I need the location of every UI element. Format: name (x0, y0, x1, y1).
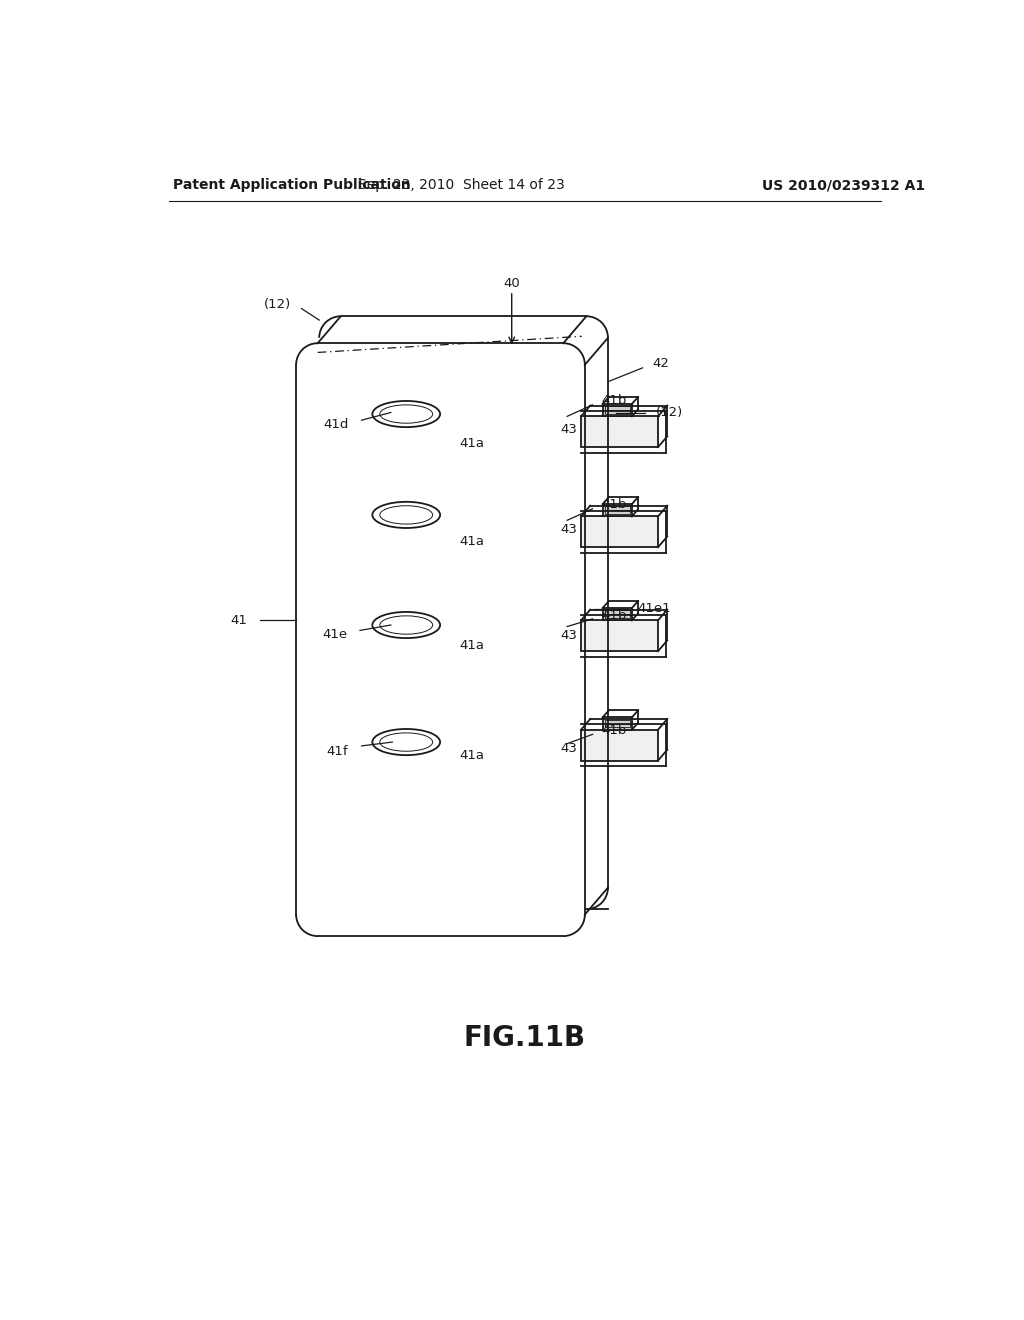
Bar (581, 730, 658, 760)
Text: Sep. 23, 2010  Sheet 14 of 23: Sep. 23, 2010 Sheet 14 of 23 (358, 178, 565, 193)
Text: 41e: 41e (323, 628, 348, 640)
Text: (12): (12) (263, 298, 291, 312)
Text: 43: 43 (560, 742, 578, 755)
Bar (602, 609, 632, 620)
Text: 41b: 41b (602, 723, 627, 737)
Text: 41e1: 41e1 (637, 602, 671, 615)
Text: 41b: 41b (602, 499, 627, 511)
Text: 41b: 41b (602, 609, 627, 622)
Text: 41d: 41d (324, 418, 348, 432)
Text: 41a: 41a (460, 748, 484, 762)
Bar (605, 719, 630, 727)
Text: 41a: 41a (460, 437, 484, 450)
Text: FIG.11B: FIG.11B (464, 1024, 586, 1052)
Text: 40: 40 (504, 277, 520, 289)
Text: 43: 43 (560, 523, 578, 536)
Bar (605, 610, 630, 618)
Text: (12): (12) (655, 407, 683, 418)
Text: US 2010/0239312 A1: US 2010/0239312 A1 (762, 178, 925, 193)
Text: 41b: 41b (602, 395, 627, 408)
Bar (602, 718, 632, 730)
Text: 41a: 41a (460, 639, 484, 652)
Bar (605, 407, 630, 414)
Text: 41: 41 (230, 614, 248, 627)
Bar (581, 516, 658, 548)
Text: 43: 43 (560, 630, 578, 643)
Text: 41a: 41a (460, 536, 484, 548)
Text: 42: 42 (652, 358, 670, 371)
Bar (602, 404, 632, 416)
Text: 43: 43 (560, 422, 578, 436)
Bar (602, 504, 632, 516)
Text: Patent Application Publication: Patent Application Publication (173, 178, 411, 193)
Bar (581, 416, 658, 447)
Text: 41f: 41f (327, 744, 348, 758)
Bar (605, 507, 630, 515)
Bar (581, 620, 658, 651)
